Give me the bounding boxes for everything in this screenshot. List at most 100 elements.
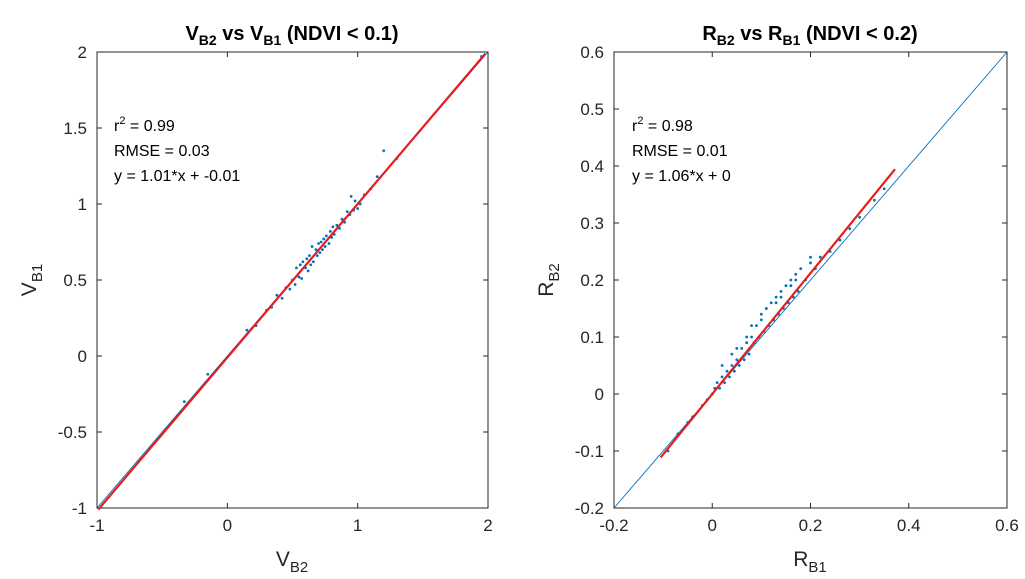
- data-point: [319, 240, 323, 244]
- data-point: [779, 290, 783, 293]
- fit-line: [659, 168, 896, 459]
- y-tick-label: 0.6: [580, 43, 604, 62]
- data-point: [306, 269, 310, 273]
- rmse-text: RMSE = 0.01: [632, 143, 728, 160]
- ticks: -1 0 1 2 -1 -0.5 0 0.5 1 1.5 2: [58, 43, 493, 535]
- data-point: [723, 381, 726, 384]
- data-point: [720, 375, 724, 379]
- data-point: [353, 199, 357, 203]
- y-tick-label: 1: [78, 195, 87, 214]
- y-tick-label: 0.4: [580, 157, 604, 176]
- data-point: [310, 245, 314, 248]
- data-point: [747, 352, 751, 356]
- data-point: [735, 358, 739, 362]
- data-point: [750, 324, 753, 327]
- data-point: [327, 242, 331, 245]
- equation-text: y = 1.06*x + 0: [632, 168, 731, 185]
- data-point: [715, 381, 719, 384]
- data-point: [356, 207, 360, 210]
- data-point: [718, 386, 722, 390]
- data-point: [745, 341, 749, 345]
- data-point: [349, 195, 353, 198]
- data-point: [305, 257, 309, 261]
- data-point: [882, 187, 886, 191]
- data-point: [740, 347, 744, 350]
- y-tick-label: 0: [78, 347, 87, 366]
- x-tick-label: 1: [353, 516, 362, 535]
- plot-area: -0.2 0 0.2 0.4 0.6 -0.2 -0.1 0 0.1 0.2 0.3 0.4 0.5 0.…: [575, 43, 1019, 535]
- data-point: [728, 375, 731, 379]
- fit-line: [97, 52, 487, 511]
- data-point: [750, 335, 753, 339]
- r-squared-text: r2 = 0.99: [114, 115, 175, 135]
- data-point: [345, 210, 349, 214]
- data-point: [818, 255, 822, 259]
- data-point: [759, 312, 763, 316]
- data-point: [301, 260, 305, 264]
- data-point: [314, 248, 318, 252]
- data-point: [730, 352, 734, 356]
- y-axis-label: VB1: [18, 264, 46, 296]
- data-point: [328, 229, 332, 233]
- data-point: [737, 364, 741, 367]
- data-point: [789, 278, 793, 282]
- data-point: [774, 301, 778, 305]
- data-point: [725, 369, 729, 373]
- data-point: [317, 242, 320, 245]
- data-point: [794, 278, 798, 282]
- data-point: [809, 255, 812, 259]
- chart-title: VB2 vs VB1 (NDVI < 0.1): [185, 23, 398, 48]
- data-point: [742, 358, 746, 362]
- data-point: [755, 324, 758, 327]
- x-axis-label: VB2: [276, 548, 308, 576]
- data-point: [182, 400, 186, 403]
- data-point: [324, 234, 328, 238]
- x-tick-label: 2: [483, 516, 492, 535]
- y-tick-label: 0.5: [63, 271, 87, 290]
- y-tick-label: 2: [78, 43, 87, 62]
- data-point: [759, 318, 763, 322]
- data-point: [293, 283, 297, 286]
- data-point: [848, 227, 852, 231]
- data-point: [275, 293, 279, 297]
- y-tick-label: 1.5: [63, 119, 87, 138]
- x-tick-label: -1: [89, 516, 104, 535]
- equation-text: y = 1.01*x + -0.01: [114, 168, 240, 185]
- reference-line: [613, 51, 1008, 509]
- y-tick-label: 0.3: [580, 214, 604, 233]
- data-point: [809, 261, 812, 265]
- data-point: [297, 275, 301, 279]
- data-point: [245, 328, 249, 332]
- data-point: [784, 284, 788, 288]
- data-point: [872, 198, 876, 202]
- data-point: [331, 225, 335, 229]
- y-axis-label: RB2: [535, 263, 563, 297]
- data-point: [335, 223, 339, 227]
- data-point: [774, 295, 778, 299]
- data-point: [794, 272, 798, 276]
- ticks: -0.2 0 0.2 0.4 0.6 -0.2 -0.1 0 0.1 0.2 0.3 0.4 0.5 0.…: [575, 43, 1019, 535]
- plot-area: -1 0 1 2 -1 -0.5 0 0.5 1 1.5 2: [58, 43, 493, 535]
- data-point: [311, 260, 315, 264]
- data-point: [322, 237, 326, 241]
- chart-panel-v: VB2 vs VB1 (NDVI < 0.1) -1 0 1 2 -1 -0.5 0 0.5 1…: [18, 23, 493, 576]
- x-tick-label: 0.2: [799, 516, 823, 535]
- data-point: [779, 295, 783, 299]
- data-point: [720, 364, 724, 367]
- x-tick-label: 0.4: [897, 516, 921, 535]
- data-point: [375, 175, 379, 179]
- data-point: [858, 215, 862, 219]
- x-tick-label: 0.6: [995, 516, 1019, 535]
- y-tick-label: 0.5: [580, 100, 604, 119]
- lines: [613, 51, 1008, 509]
- x-tick-label: 0: [708, 516, 717, 535]
- data-point: [298, 263, 302, 267]
- data-point: [745, 335, 749, 339]
- y-tick-label: -1: [72, 499, 87, 518]
- data-point: [764, 307, 768, 310]
- data-point: [769, 301, 773, 305]
- data-point: [315, 254, 319, 258]
- data-point: [799, 267, 803, 270]
- points: [182, 55, 483, 403]
